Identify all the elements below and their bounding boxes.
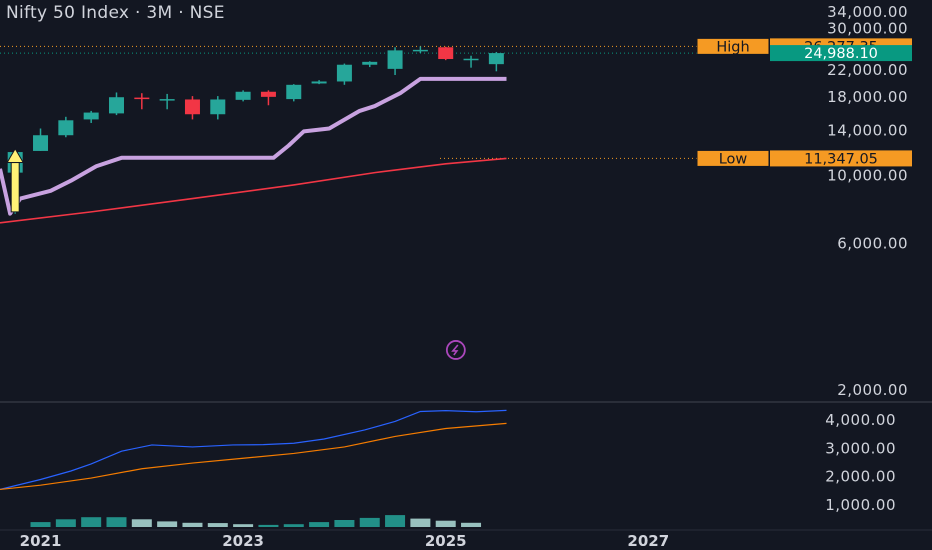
candle-body: [184, 99, 200, 115]
candle-body: [260, 91, 276, 97]
high-tag-label: High: [716, 39, 749, 55]
volume-bar: [182, 522, 203, 527]
volume-bar: [207, 523, 228, 527]
y-tick-label: 6,000.00: [837, 234, 908, 252]
moving-average-line: [0, 157, 507, 224]
chart-title: Nifty 50 Index · 3M · NSE: [6, 3, 225, 23]
trailing-stop-line: [0, 76, 507, 216]
candle-body: [108, 97, 124, 114]
volume-bar: [131, 519, 152, 527]
x-tick-label: 2025: [425, 532, 467, 550]
candle-body: [58, 120, 74, 136]
candle-body: [210, 99, 226, 115]
osc-y-tick-label: 2,000.00: [825, 468, 896, 486]
volume-bar: [283, 524, 304, 527]
low-tag-label: Low: [719, 151, 748, 167]
y-tick-label: 22,000.00: [827, 61, 908, 79]
candle-body: [488, 53, 504, 65]
volume-bar: [157, 521, 178, 527]
volume-bar: [461, 522, 482, 527]
candle-body: [33, 135, 49, 151]
volume-bar: [309, 522, 330, 527]
orange-indicator-line: [0, 422, 507, 491]
low-tag-value-box: [770, 150, 912, 167]
x-tick-label: 2027: [627, 532, 669, 550]
up-arrow-icon: [6, 147, 25, 213]
arrow-shaft: [10, 162, 20, 213]
volume-bar: [334, 520, 355, 527]
candle-body: [311, 81, 327, 84]
last-price-tag: 24,988.10: [770, 45, 912, 62]
volume-bar: [410, 518, 431, 527]
volume-bar: [81, 517, 102, 527]
last-price-tag-value-box: [770, 45, 912, 62]
osc-y-tick-label: 1,000.00: [825, 496, 896, 514]
y-tick-label: 2,000.00: [837, 381, 908, 399]
low-tag-label-box: [696, 149, 770, 167]
candle-body: [412, 49, 428, 52]
volume-bar: [55, 519, 76, 527]
candle-body: [159, 99, 175, 101]
low-tag-value: 11,347.05: [804, 151, 878, 167]
candle-body: [362, 61, 378, 65]
candle-body: [83, 112, 99, 120]
volume-bar: [359, 517, 380, 527]
last-price-tag-value: 24,988.10: [804, 46, 878, 62]
lightning-icon: [445, 340, 466, 360]
x-tick-label: 2021: [20, 532, 62, 550]
candle-body: [134, 97, 150, 100]
x-tick-label: 2023: [222, 532, 264, 550]
lightning-circle: [445, 340, 466, 360]
y-tick-label: 14,000.00: [827, 121, 908, 139]
y-tick-label: 30,000.00: [827, 20, 908, 38]
volume-bar: [385, 515, 406, 527]
y-tick-label: 18,000.00: [827, 88, 908, 106]
volume-bar: [106, 517, 127, 527]
low-tag: Low 11,347.05: [696, 149, 912, 167]
blue-indicator-line: [0, 409, 507, 490]
candle-body: [286, 84, 302, 100]
osc-y-tick-label: 4,000.00: [825, 411, 896, 429]
lightning-bolt: [451, 344, 459, 356]
y-tick-label: 34,000.00: [827, 3, 908, 21]
candle-body: [438, 47, 454, 60]
candle-body: [463, 58, 479, 61]
volume-bar: [258, 524, 279, 527]
volume-bar: [30, 522, 51, 527]
high-tag-label-box: [696, 37, 770, 55]
candle-body: [235, 91, 251, 100]
volume-bar: [435, 520, 456, 527]
y-tick-label: 10,000.00: [827, 166, 908, 184]
osc-y-tick-label: 3,000.00: [825, 439, 896, 457]
volume-bar: [233, 524, 254, 527]
candle-body: [387, 50, 403, 69]
candle-body: [336, 64, 352, 82]
